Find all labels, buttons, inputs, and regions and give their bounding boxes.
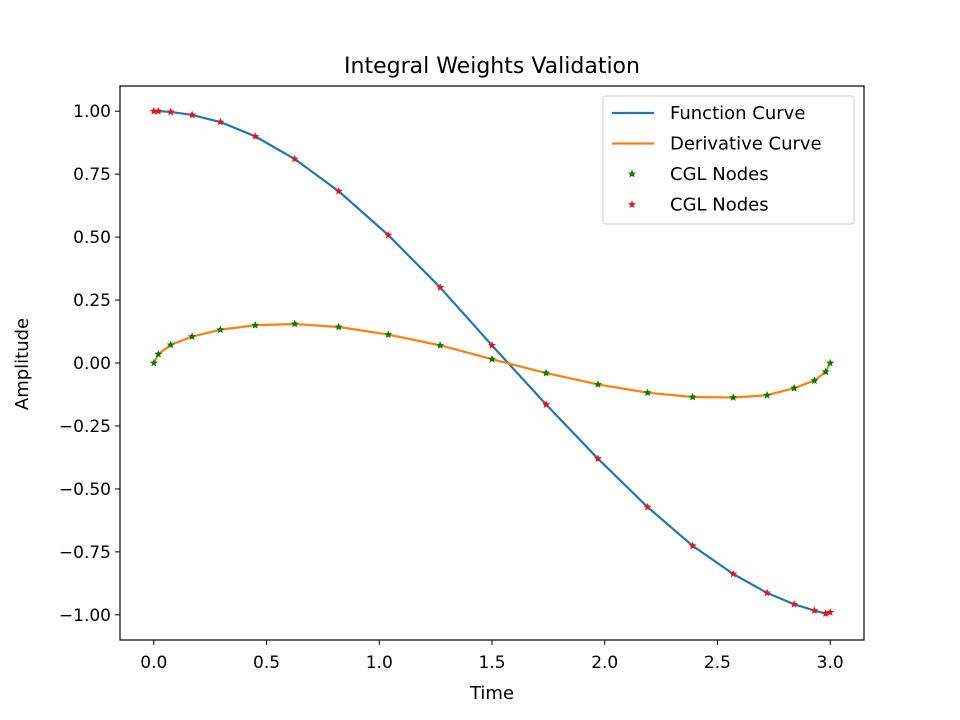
scatter-point-2	[334, 322, 343, 331]
y-tick-label: 0.75	[73, 165, 111, 185]
y-tick-label: −0.75	[59, 543, 111, 563]
scatter-point-2	[188, 332, 197, 340]
scatter-point-2	[810, 376, 819, 385]
scatter-point-2	[821, 367, 830, 376]
scatter-point-2	[593, 380, 602, 388]
scatter-point-3	[216, 117, 225, 126]
scatter-point-3	[826, 608, 835, 616]
scatter-point-3	[384, 230, 393, 239]
scatter-point-3	[488, 341, 496, 349]
scatter-point-3	[643, 502, 652, 511]
scatter-point-2	[290, 319, 299, 328]
legend-label-2: CGL Nodes	[670, 164, 769, 185]
x-tick-label: 0.5	[253, 653, 280, 673]
y-tick-label: 0.25	[73, 291, 111, 311]
y-tick-label: 1.00	[73, 102, 111, 122]
scatter-point-2	[488, 355, 496, 363]
x-tick-label: 1.0	[366, 653, 393, 673]
chart-title: Integral Weights Validation	[344, 54, 640, 79]
x-tick-label: 1.5	[478, 653, 505, 673]
scatter-point-2	[166, 340, 175, 349]
scatter-point-2	[542, 368, 551, 377]
scatter-point-2	[154, 349, 163, 358]
y-tick-label: −0.50	[59, 480, 111, 500]
scatter-point-2	[763, 391, 772, 399]
scatter-point-3	[251, 132, 260, 140]
x-tick-label: 2.0	[591, 653, 618, 673]
scatter-point-2	[149, 358, 158, 367]
legend-label-1: Derivative Curve	[670, 134, 822, 155]
scatter-point-3	[821, 609, 830, 617]
plot-area	[119, 85, 865, 641]
legend-swatch-2	[628, 169, 636, 178]
x-tick-label: 3.0	[817, 653, 844, 673]
scatter-point-2	[384, 330, 393, 338]
legend-swatch-3	[628, 200, 636, 208]
y-axis-ticks: −1.00 −0.75 −0.50 −0.25 0.00 0.25 0.50 0.75 1.00	[59, 102, 120, 626]
scatter-point-2	[826, 358, 835, 367]
legend-label-0: Function Curve	[670, 103, 805, 124]
legend: Function Curve Derivative Curve CGL Nodes C…	[602, 95, 855, 225]
scatter-point-3	[166, 107, 175, 116]
scatter-point-2	[688, 392, 697, 401]
scatter-point-3	[149, 106, 158, 115]
y-tick-label: 0.50	[73, 228, 111, 248]
x-tick-label: 0.0	[140, 653, 167, 673]
scatter-point-3	[688, 541, 697, 550]
scatter-point-2	[729, 393, 738, 401]
y-axis-label: Amplitude	[12, 318, 33, 410]
y-tick-label: 0.00	[73, 354, 111, 374]
legend-label-3: CGL Nodes	[670, 195, 769, 216]
x-axis-label: Time	[469, 683, 514, 704]
scatter-point-2	[643, 388, 652, 397]
scatter-point-3	[729, 569, 738, 578]
y-tick-label: −1.00	[59, 606, 111, 626]
x-tick-label: 2.5	[704, 653, 731, 673]
scatter-point-2	[790, 383, 799, 392]
scatter-point-2	[436, 341, 445, 349]
scatter-point-3	[763, 588, 772, 597]
series-layer	[149, 106, 835, 617]
scatter-point-3	[334, 187, 343, 195]
scatter-point-2	[251, 321, 260, 329]
scatter-point-3	[810, 606, 819, 614]
scatter-point-3	[290, 154, 299, 163]
x-axis-ticks: 0.0 0.5 1.0 1.5 2.0 2.5 3.0	[140, 640, 844, 673]
scatter-point-3	[154, 106, 163, 115]
scatter-point-3	[593, 454, 602, 463]
scatter-point-2	[216, 325, 225, 334]
scatter-point-3	[188, 110, 197, 119]
legend-box	[602, 95, 855, 225]
legend-entries: Function Curve Derivative Curve CGL Nodes C…	[612, 103, 822, 216]
scatter-point-3	[790, 600, 799, 608]
scatter-point-3	[542, 400, 551, 408]
scatter-point-3	[436, 283, 445, 291]
y-tick-label: −0.25	[59, 417, 111, 437]
